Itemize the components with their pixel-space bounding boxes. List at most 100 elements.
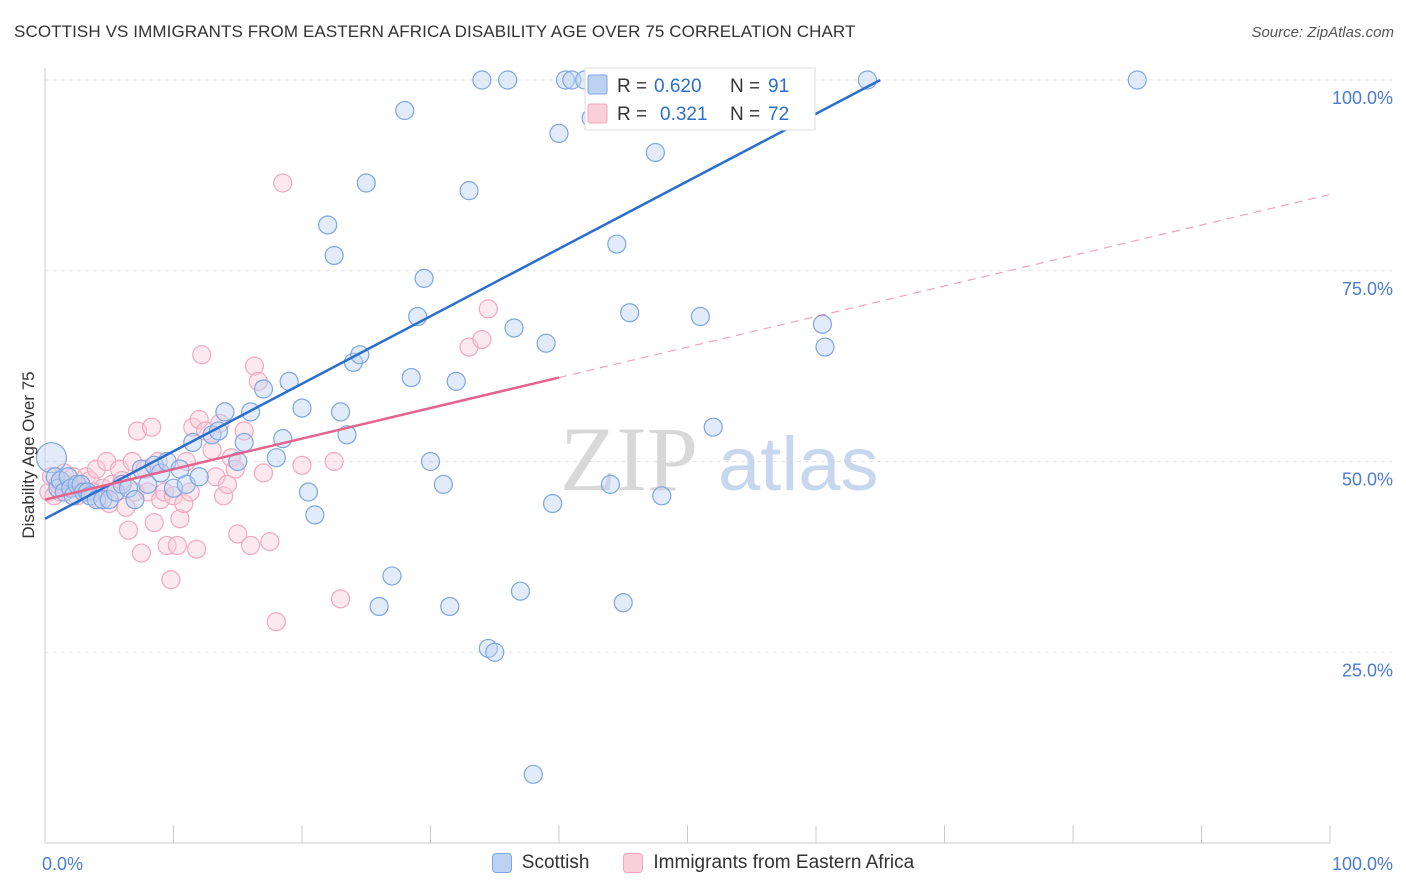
legend-r-label-eastern-africa: R = bbox=[617, 104, 647, 125]
scottish-point-77 bbox=[613, 593, 633, 613]
eastern-africa-point-65 bbox=[273, 173, 293, 193]
correlation-legend: R = 0.620 N = 91 R = 0.321 N = 72 bbox=[584, 67, 816, 131]
scottish-point-44 bbox=[324, 245, 344, 266]
legend-n-label-scottish: N = bbox=[730, 76, 760, 97]
eastern-africa-point-56 bbox=[225, 459, 245, 479]
eastern-africa-point-48 bbox=[192, 345, 212, 365]
eastern-africa-point-41 bbox=[170, 509, 190, 529]
scottish-point-82 bbox=[652, 486, 672, 506]
scottish-point-88 bbox=[815, 337, 835, 357]
eastern-africa-point-63 bbox=[260, 532, 280, 552]
scottish-point-32 bbox=[215, 402, 235, 422]
legend-r-label-scottish: R = bbox=[617, 76, 647, 97]
y-axis-title: Disability Age Over 75 bbox=[19, 371, 38, 538]
scottish-point-57 bbox=[433, 474, 453, 494]
eastern-africa-point-64 bbox=[266, 612, 286, 632]
trendline-eastern-africa bbox=[44, 376, 560, 501]
legend-swatch-eastern-africa-bottom bbox=[623, 853, 644, 873]
scottish-point-90 bbox=[1127, 70, 1147, 90]
eastern-africa-point-59 bbox=[241, 535, 261, 556]
y-tick-label-3: 100.0% bbox=[1332, 88, 1393, 108]
scottish-point-56 bbox=[420, 451, 441, 472]
eastern-africa-point-57 bbox=[228, 524, 248, 544]
scottish-point-87 bbox=[812, 314, 833, 334]
eastern-africa-point-29 bbox=[131, 543, 151, 563]
eastern-africa-point-42 bbox=[174, 493, 194, 514]
eastern-africa-point-58 bbox=[234, 421, 254, 441]
scottish-point-34 bbox=[234, 432, 254, 453]
x-tick-label-0: 0.0% bbox=[42, 854, 83, 874]
scottish-point-58 bbox=[440, 596, 460, 617]
legend-r-value-scottish: 0.620 bbox=[654, 76, 702, 97]
legend-n-value-eastern-africa: 72 bbox=[768, 104, 789, 125]
y-tick-label-1: 50.0% bbox=[1342, 470, 1393, 490]
scottish-point-15 bbox=[99, 490, 119, 510]
scottish-point-78 bbox=[620, 303, 640, 323]
tick-labels: 25.0% 50.0% 75.0% 100.0% 0.0% 100.0% bbox=[42, 88, 1393, 874]
scottish-point-60 bbox=[459, 181, 479, 201]
eastern-africa-point-47 bbox=[189, 409, 209, 430]
watermark-atlas: atlas bbox=[718, 422, 879, 507]
legend-r-value-eastern-africa: 0.321 bbox=[660, 104, 708, 125]
scottish-point-50 bbox=[369, 596, 389, 617]
scottish-point-37 bbox=[266, 448, 286, 468]
scottish-point-42 bbox=[305, 505, 325, 525]
scottish-point-43 bbox=[318, 215, 338, 235]
scottish-point-0 bbox=[35, 442, 68, 474]
scottish-point-41 bbox=[298, 482, 319, 502]
scottish-point-25 bbox=[163, 478, 184, 498]
scottish-point-33 bbox=[228, 451, 248, 472]
scottish-point-75 bbox=[600, 474, 621, 494]
eastern-africa-point-53 bbox=[214, 486, 234, 506]
legend-swatch-scottish-bottom bbox=[491, 853, 512, 873]
chart-title: SCOTTISH VS IMMIGRANTS FROM EASTERN AFRI… bbox=[14, 22, 856, 41]
scottish-point-70 bbox=[549, 123, 569, 144]
scottish-point-45 bbox=[330, 402, 351, 422]
scottish-point-40 bbox=[292, 398, 312, 418]
eastern-africa-point-62 bbox=[253, 463, 274, 483]
scottish-point-66 bbox=[510, 581, 531, 601]
scottish-point-69 bbox=[542, 493, 563, 514]
trendline-scottish bbox=[44, 78, 881, 520]
eastern-africa-point-46 bbox=[187, 539, 207, 559]
scottish-point-81 bbox=[645, 142, 665, 163]
y-tick-label-2: 75.0% bbox=[1342, 279, 1393, 299]
legend-item-scottish: Scottish bbox=[491, 852, 589, 874]
y-tick-label-0: 25.0% bbox=[1342, 660, 1393, 680]
scottish-point-51 bbox=[382, 566, 402, 586]
trend-lines bbox=[44, 78, 1331, 520]
scottish-point-84 bbox=[690, 306, 710, 327]
legend-n-value-scottish: 91 bbox=[768, 76, 789, 97]
legend-swatch-eastern-africa bbox=[587, 103, 608, 124]
source-credit: Source: ZipAtlas.com bbox=[1251, 24, 1394, 41]
x-tick-label-1: 100.0% bbox=[1332, 854, 1393, 874]
legend-label-eastern-africa: Immigrants from Eastern Africa bbox=[653, 852, 915, 873]
eastern-africa-point-60 bbox=[244, 356, 265, 376]
eastern-africa-point-38 bbox=[161, 570, 181, 590]
eastern-africa-point-25 bbox=[118, 520, 139, 540]
scottish-point-59 bbox=[446, 371, 466, 391]
eastern-africa-point-33 bbox=[144, 512, 164, 533]
scottish-point-55 bbox=[414, 268, 434, 288]
eastern-africa-point-54 bbox=[217, 474, 238, 494]
scottish-point-19 bbox=[125, 490, 145, 510]
scottish-point-64 bbox=[498, 70, 518, 90]
eastern-africa-point-37 bbox=[157, 535, 177, 556]
legend-n-label-eastern-africa: N = bbox=[730, 104, 760, 125]
scottish-point-63 bbox=[485, 642, 505, 662]
scottish-point-46 bbox=[337, 425, 357, 445]
scottish-point-61 bbox=[472, 70, 492, 90]
eastern-africa-point-15 bbox=[86, 459, 107, 479]
eastern-africa-point-40 bbox=[167, 535, 187, 556]
eastern-africa-point-68 bbox=[330, 589, 351, 609]
eastern-africa-point-45 bbox=[183, 417, 203, 437]
legend-swatch-scottish bbox=[587, 74, 608, 95]
eastern-africa-point-67 bbox=[324, 451, 344, 472]
scottish-point-29 bbox=[189, 467, 209, 487]
scottish-point-76 bbox=[607, 234, 627, 254]
scottish-point-52 bbox=[395, 100, 415, 121]
scottish-point-71 bbox=[555, 70, 576, 90]
eastern-africa-point-28 bbox=[127, 421, 148, 441]
eastern-africa-point-70 bbox=[472, 329, 492, 350]
